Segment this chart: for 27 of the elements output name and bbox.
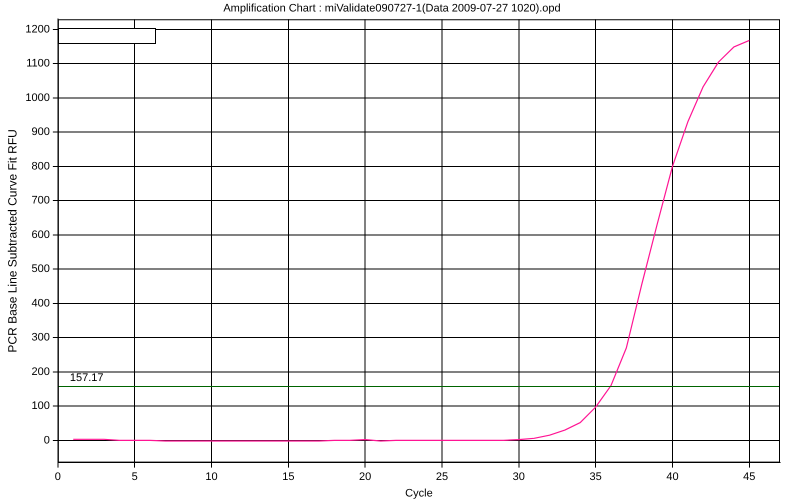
x-tick-label: 20: [359, 471, 372, 484]
x-tick-label: 5: [132, 471, 138, 484]
x-tick-label: 45: [743, 471, 756, 484]
x-tick-label: 10: [205, 471, 218, 484]
chart-title: Amplification Chart : miValidate090727-1(Data 2009-07-27 1020).opd: [223, 2, 561, 15]
y-tick-label: 100: [32, 400, 50, 412]
y-tick-label: 400: [32, 297, 50, 310]
y-tick-label: 1200: [25, 24, 50, 36]
y-axis-title: PCR Base Line Subtracted Curve Fit RFU: [6, 129, 20, 353]
x-tick-label: 30: [512, 471, 525, 484]
y-tick-label: 600: [32, 228, 50, 241]
y-tick-label: 500: [32, 263, 50, 276]
x-tick-label: 0: [54, 471, 61, 484]
y-tick-label: 1000: [25, 92, 50, 104]
x-tick-label: 35: [590, 471, 602, 484]
x-tick-label: 25: [436, 471, 448, 484]
y-tick-label: 300: [32, 332, 50, 344]
y-tick-label: 200: [32, 366, 50, 378]
x-tick-label: 15: [282, 471, 294, 484]
y-tick-label: 0: [44, 434, 50, 446]
x-tick-label: 40: [666, 471, 679, 484]
ref-line-label: 157.17: [70, 372, 104, 384]
x-axis-title: Cycle: [405, 487, 433, 500]
y-tick-label: 1100: [26, 58, 50, 70]
y-tick-label: 800: [32, 160, 50, 172]
y-tick-label: 700: [32, 194, 50, 207]
y-tick-label: 900: [32, 126, 50, 138]
